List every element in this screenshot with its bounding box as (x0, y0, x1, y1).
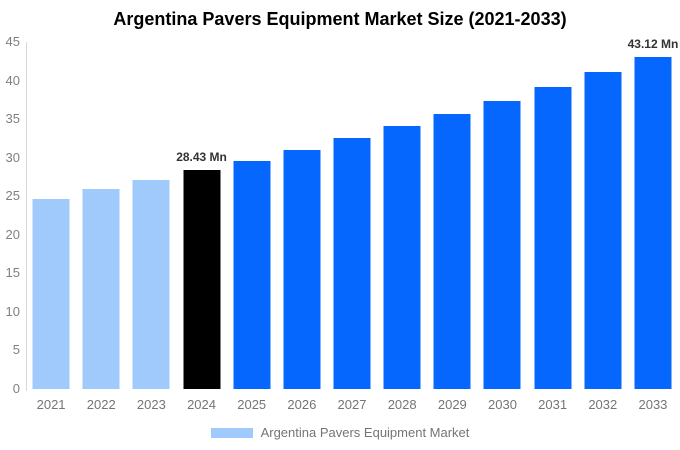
x-tick-label-2022: 2022 (86, 397, 116, 412)
x-tick-label-2033: 2033 (638, 397, 668, 412)
bar-2022 (82, 189, 120, 389)
x-tick-label-2027: 2027 (337, 397, 367, 412)
y-tick-label-5: 5 (12, 342, 20, 358)
y-tick-label-25: 25 (5, 188, 20, 204)
bar-2028 (383, 126, 421, 389)
y-tick-label-30: 30 (5, 149, 20, 165)
bar-slot-2026 (277, 42, 327, 389)
bar-2026 (283, 149, 321, 389)
point-label-2033: 43.12 Mn (627, 36, 679, 51)
bar-slot-2024: 28.43 Mn (176, 42, 227, 389)
x-tick-label-2030: 2030 (488, 397, 517, 412)
x-tick-label-2031: 2031 (538, 397, 568, 412)
x-tick-label-2023: 2023 (136, 397, 166, 412)
bar-2025 (233, 160, 271, 389)
bar-2032 (584, 72, 622, 389)
x-tick-label-2032: 2032 (588, 397, 618, 412)
bar-2021 (32, 198, 70, 389)
legend-swatch (210, 427, 253, 438)
bar-2033 (634, 56, 672, 389)
legend: Argentina Pavers Equipment Market (0, 425, 680, 440)
y-tick-label-15: 15 (5, 265, 20, 281)
bar-slot-2022 (76, 42, 126, 389)
bar-slot-2030 (477, 42, 527, 389)
plot-area: 28.43 Mn 43.12 Mn (26, 37, 678, 389)
bar-2027 (333, 137, 371, 389)
y-tick-label-35: 35 (5, 111, 20, 127)
x-tick-label-2028: 2028 (387, 397, 417, 412)
chart-title: Argentina Pavers Equipment Market Size (… (113, 9, 567, 29)
bar-slot-2021 (26, 42, 76, 389)
bar-2031 (534, 86, 572, 389)
bar-slot-2027 (327, 42, 377, 389)
y-axis: 0 5 10 15 20 25 30 35 40 45 (0, 35, 20, 396)
bar-2024 (183, 169, 221, 389)
x-tick-label-2024: 2024 (187, 397, 216, 412)
legend-label: Argentina Pavers Equipment Market (260, 425, 470, 440)
bar-slot-2031 (528, 42, 578, 389)
bar-2030 (483, 100, 521, 389)
y-tick-label-40: 40 (5, 72, 20, 88)
bar-slot-2028 (377, 42, 427, 389)
y-axis-line (26, 42, 27, 391)
x-tick-label-2021: 2021 (36, 397, 66, 412)
x-tick-label-2025: 2025 (237, 397, 267, 412)
bar-slot-2032 (578, 42, 628, 389)
bar-slot-2025 (227, 42, 277, 389)
x-tick-label-2026: 2026 (287, 397, 317, 412)
bars-container: 28.43 Mn 43.12 Mn (26, 37, 678, 389)
y-tick-label-10: 10 (5, 303, 20, 319)
bar-slot-2033: 43.12 Mn (628, 37, 678, 389)
bar-2029 (433, 113, 471, 389)
bar-2023 (132, 180, 170, 389)
x-axis-labels: 2021 2022 2023 2024 2025 2026 2027 2028 2029 2030… (26, 397, 678, 412)
point-label-2024: 28.43 Mn (176, 149, 227, 164)
y-tick-label-0: 0 (12, 381, 20, 396)
y-tick-label-20: 20 (5, 226, 20, 242)
bar-slot-2023 (126, 42, 176, 389)
bar-slot-2029 (427, 42, 477, 389)
x-tick-label-2029: 2029 (437, 397, 467, 412)
y-tick-label-45: 45 (5, 34, 20, 49)
